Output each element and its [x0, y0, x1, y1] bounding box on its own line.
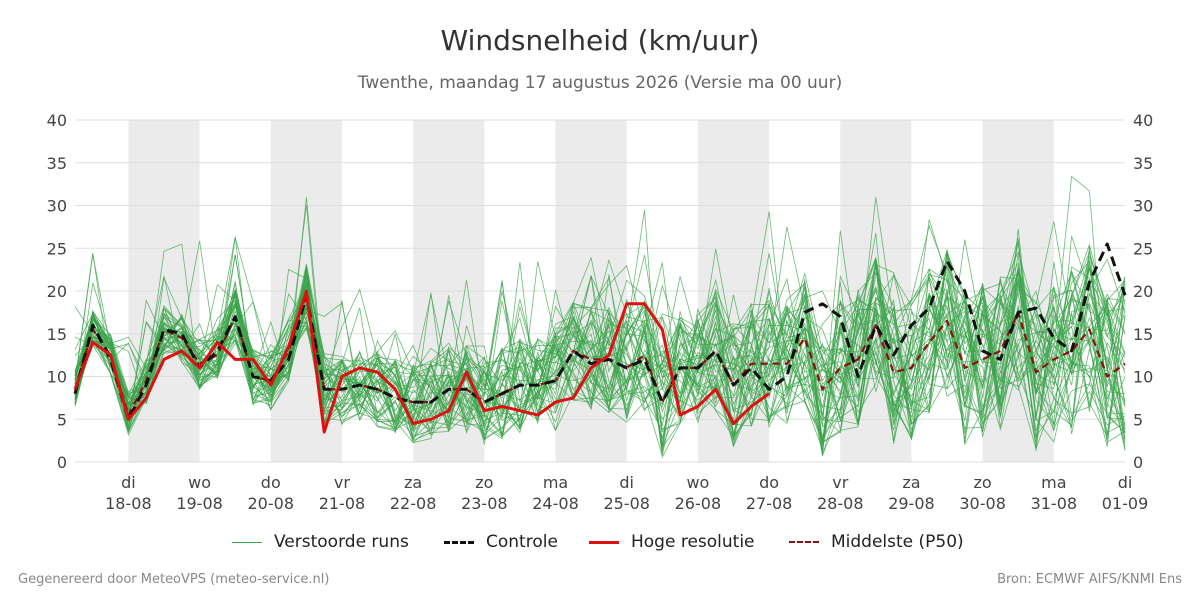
y-tick-left-25: 25	[47, 239, 67, 258]
x-tick-date-29-08: 29-08	[888, 494, 935, 513]
x-tick-day-28-08: vr	[832, 473, 848, 492]
y-tick-left-35: 35	[47, 154, 67, 173]
x-tick-day-21-08: vr	[334, 473, 350, 492]
x-tick-date-20-08: 20-08	[248, 494, 295, 513]
ensemble-line-39	[74, 240, 1126, 443]
footer-source: Bron: ECMWF AIFS/KNMI Ens	[997, 572, 1182, 587]
legend-item-ensemble[interactable]: Verstoorde runs	[232, 528, 409, 556]
y-tick-right-5: 5	[1133, 410, 1143, 429]
legend-item-control[interactable]: Controle	[444, 528, 558, 556]
y-tick-right-20: 20	[1133, 282, 1153, 301]
footer-credit: Gegenereerd door MeteoVPS (meteo-service…	[18, 572, 330, 587]
y-tick-right-0: 0	[1133, 453, 1143, 472]
series-line-control	[73, 242, 1127, 421]
legend-swatch-ensemble	[232, 541, 262, 543]
ensemble-line-40	[74, 246, 1126, 438]
legend-swatch-hires	[589, 540, 619, 544]
x-tick-date-24-08: 24-08	[532, 494, 579, 513]
legend-label-control: Controle	[486, 532, 558, 552]
chart-title: Windsnelheid (km/uur)	[440, 24, 760, 57]
x-tick-date-27-08: 27-08	[746, 494, 793, 513]
x-tick-date-25-08: 25-08	[603, 494, 650, 513]
x-tick-day-25-08: di	[619, 473, 634, 492]
ensemble-line-41	[74, 272, 1126, 452]
y-tick-right-35: 35	[1133, 154, 1153, 173]
ensemble-line-20	[74, 196, 1126, 443]
x-tick-day-24-08: ma	[543, 473, 568, 492]
x-tick-day-01-09: di	[1118, 473, 1133, 492]
y-tick-right-25: 25	[1133, 239, 1153, 258]
y-tick-left-40: 40	[47, 111, 67, 130]
y-tick-left-0: 0	[57, 453, 67, 472]
chart-legend: Verstoorde runs Controle Hoge resolutie …	[0, 528, 1200, 556]
y-tick-left-20: 20	[47, 282, 67, 301]
x-tick-day-31-08: ma	[1041, 473, 1066, 492]
x-tick-date-30-08: 30-08	[959, 494, 1006, 513]
x-tick-day-22-08: za	[404, 473, 422, 492]
x-tick-day-23-08: zo	[475, 473, 493, 492]
y-tick-left-10: 10	[47, 368, 67, 387]
x-tick-day-29-08: za	[902, 473, 920, 492]
series-line-hires	[73, 289, 770, 434]
legend-label-ensemble: Verstoorde runs	[274, 532, 409, 552]
legend-label-hires: Hoge resolutie	[631, 532, 755, 552]
x-tick-day-30-08: zo	[974, 473, 992, 492]
x-tick-date-26-08: 26-08	[675, 494, 722, 513]
chart-subtitle: Twenthe, maandag 17 augustus 2026 (Versi…	[357, 73, 843, 93]
legend-item-hires[interactable]: Hoge resolutie	[589, 528, 755, 556]
y-tick-left-15: 15	[47, 325, 67, 344]
y-tick-right-30: 30	[1133, 197, 1153, 216]
x-tick-day-26-08: wo	[686, 473, 709, 492]
legend-swatch-control	[444, 540, 474, 544]
x-tick-date-23-08: 23-08	[461, 494, 508, 513]
x-tick-date-19-08: 19-08	[176, 494, 223, 513]
x-tick-date-28-08: 28-08	[817, 494, 864, 513]
x-tick-day-20-08: do	[261, 473, 281, 492]
x-tick-date-18-08: 18-08	[105, 494, 152, 513]
x-tick-day-19-08: wo	[188, 473, 211, 492]
y-tick-right-15: 15	[1133, 325, 1153, 344]
y-tick-left-30: 30	[47, 197, 67, 216]
legend-item-median[interactable]: Middelste (P50)	[789, 528, 964, 556]
legend-label-median: Middelste (P50)	[831, 532, 964, 552]
ensemble-line-49	[74, 251, 1126, 433]
y-tick-left-5: 5	[57, 410, 67, 429]
y-tick-right-10: 10	[1133, 368, 1153, 387]
x-tick-date-01-09: 01-09	[1102, 494, 1149, 513]
x-tick-date-21-08: 21-08	[319, 494, 366, 513]
legend-swatch-median	[789, 541, 819, 543]
ensemble-line-43	[74, 265, 1126, 444]
y-tick-right-40: 40	[1133, 111, 1153, 130]
x-tick-day-18-08: di	[121, 473, 136, 492]
x-tick-date-31-08: 31-08	[1031, 494, 1078, 513]
x-tick-date-22-08: 22-08	[390, 494, 437, 513]
x-tick-day-27-08: do	[759, 473, 779, 492]
